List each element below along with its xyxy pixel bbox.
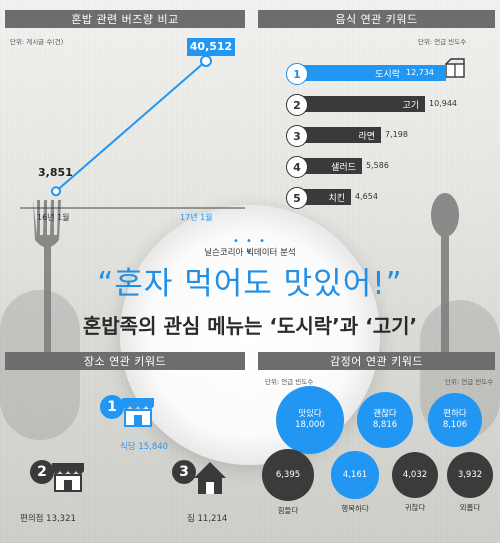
fork-handle <box>44 235 51 355</box>
emotion-keyword-label: 행복하다 <box>341 503 369 513</box>
spoon-head <box>431 193 459 237</box>
emotion-bubble-value: 3,932 <box>457 469 483 480</box>
food-rank-badge: 4 <box>286 156 308 178</box>
store-icon <box>122 398 154 427</box>
food-chart-title: 음식 연관 키워드 <box>258 10 495 28</box>
emotion-bubble-value: 4,161 <box>342 469 368 480</box>
food-keyword-value: 12,734 <box>406 68 434 77</box>
buzz-point-end <box>200 54 212 67</box>
emotion-keyword-label: 힘들다 <box>277 505 299 515</box>
emotion-bubble: 맛있다 18,000 <box>276 386 344 454</box>
place-rank-badge: 1 <box>100 395 124 419</box>
house-icon <box>194 462 226 494</box>
food-keyword-label: 고기 <box>402 100 419 111</box>
place-rank-badge: 2 <box>30 460 54 484</box>
buzz-end-value: 40,512 <box>189 40 233 53</box>
emotion-bubble: 4,032 <box>391 451 439 499</box>
emotion-chart-title: 감정어 연관 키워드 <box>258 352 495 370</box>
food-keyword-bar: 라면 <box>296 127 381 143</box>
buzz-line-chart <box>20 38 245 209</box>
place-chart-unit: 단위: 언급 빈도수 <box>445 378 494 386</box>
place-keyword-label: 식당 15,840 <box>120 442 169 452</box>
food-keyword-row: 샐러드 4 5,586 <box>286 156 496 178</box>
emotion-bubble: 3,932 <box>446 451 494 499</box>
emotion-keyword-label: 외롭다 <box>459 503 481 513</box>
emotion-bubble-value: 8,106 <box>442 419 468 430</box>
emotion-bubble-value: 6,395 <box>275 469 301 480</box>
food-keyword-label: 샐러드 <box>331 162 356 173</box>
food-keyword-value: 4,654 <box>355 192 378 201</box>
food-keyword-row: 라면 3 7,198 <box>286 125 496 147</box>
food-chart-unit: 단위: 언급 빈도수 <box>418 38 467 46</box>
food-keyword-bar: 치킨 <box>296 189 351 205</box>
food-rank-badge: 3 <box>286 125 308 147</box>
buzz-chart-unit: 단위: 게시글 수(건) <box>10 38 64 46</box>
headline-main: “혼자 먹어도 맛있어!” <box>97 266 403 302</box>
buzz-end-callout <box>187 38 235 56</box>
place-keyword-label: 편의점 13,321 <box>20 514 76 524</box>
food-keyword-row: 고기 2 10,944 <box>286 94 496 116</box>
food-keyword-bar: 고기 <box>296 96 425 112</box>
emotion-chart-unit: 단위: 언급 빈도수 <box>265 378 314 386</box>
buzz-series-line <box>55 60 207 193</box>
food-keyword-value: 7,198 <box>385 130 408 139</box>
food-keyword-value: 10,944 <box>429 99 457 108</box>
emotion-bubble-value: 4,032 <box>402 469 428 480</box>
food-rank-badge: 1 <box>286 63 308 85</box>
emotion-bubble-value: 8,816 <box>372 419 398 430</box>
emotion-bubble: 4,161 <box>331 451 379 499</box>
emotion-bubble: 6,395 <box>262 449 314 501</box>
headline-dots: • • • • <box>232 236 268 258</box>
buzz-start-value: 3,851 <box>38 166 73 179</box>
food-keyword-label: 라면 <box>358 131 375 142</box>
food-rank-badge: 5 <box>286 187 308 209</box>
food-keyword-label: 도시락 <box>375 69 400 80</box>
emotion-bubble-value: 18,000 <box>295 420 325 430</box>
food-keyword-label: 치킨 <box>328 193 345 204</box>
emotion-bubble: 편하다 8,106 <box>427 392 483 448</box>
store-icon <box>52 463 84 492</box>
emotion-bubble-label: 괜찮다 <box>373 409 397 420</box>
headline-sub: 혼밥족의 관심 메뉴는 ‘도시락’과 ‘고기’ <box>82 314 418 338</box>
food-keyword-bar: 샐러드 <box>296 158 362 174</box>
place-keyword-label: 집 11,214 <box>187 514 228 524</box>
emotion-bubble-label: 편하다 <box>443 409 467 420</box>
buzz-start-label: 16년 1월 <box>37 213 70 222</box>
food-keyword-row: 치킨 5 4,654 <box>286 187 496 209</box>
buzz-end-label: 17년 1월 <box>180 213 213 222</box>
emotion-bubble: 괜찮다 8,816 <box>357 392 413 448</box>
place-chart-title: 장소 연관 키워드 <box>5 352 245 370</box>
food-keyword-row: 도시락 1 12,734 <box>286 63 496 85</box>
emotion-keyword-label: 귀찮다 <box>404 503 426 513</box>
fork-head <box>33 200 61 248</box>
lunchbox-icon <box>445 58 465 78</box>
spoon-handle <box>441 235 449 355</box>
food-rank-badge: 2 <box>286 94 308 116</box>
buzz-chart-title: 혼밥 관련 버즈량 비교 <box>5 10 245 28</box>
place-rank-badge: 3 <box>172 460 196 484</box>
food-keyword-value: 5,586 <box>366 161 389 170</box>
emotion-bubble-label: 맛있다 <box>298 409 322 420</box>
food-keyword-bar: 도시락 <box>296 65 446 81</box>
headline-source: 닐슨코리아 빅데이터 분석 <box>204 248 296 258</box>
buzz-point-start <box>51 186 61 197</box>
